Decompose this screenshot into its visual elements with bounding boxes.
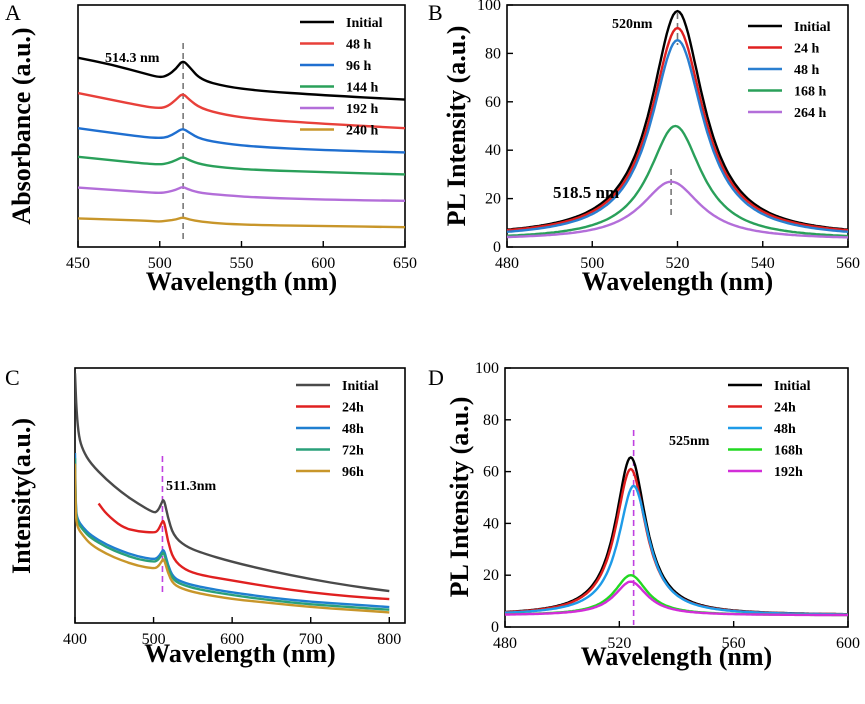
legend-label: 240 h (346, 124, 379, 139)
series-line-48h (75, 452, 390, 609)
legend-label: 24 h (794, 42, 820, 57)
legend-label: 168h (774, 444, 803, 459)
legend-label: 48 h (346, 38, 372, 53)
y-axis-label: PL Intensity (a.u.) (445, 397, 474, 598)
series-line-24h (97, 502, 390, 601)
series-line-240h (78, 216, 405, 229)
series-line-48h (507, 38, 848, 233)
y-tick-label: 0 (491, 619, 499, 636)
legend-label: 192h (774, 465, 803, 480)
x-tick-label: 560 (836, 255, 860, 272)
x-axis-label: Wavelength (nm) (144, 639, 335, 668)
y-tick-label: 60 (485, 94, 501, 111)
x-tick-label: 480 (495, 255, 519, 272)
x-tick-label: 600 (836, 635, 860, 652)
x-tick-label: 520 (666, 255, 690, 272)
panel-letter-c: C (5, 365, 20, 390)
panel-letter-d: D (428, 365, 444, 390)
y-tick-label: 40 (485, 142, 501, 159)
x-axis-label: Wavelength (nm) (581, 642, 772, 671)
x-tick-label: 500 (142, 631, 166, 648)
legend-label: Initial (794, 20, 831, 35)
series-line-initial (75, 373, 390, 593)
legend-label: Initial (774, 379, 811, 394)
y-tick-label: 20 (485, 191, 501, 208)
legend-label: 48 h (794, 63, 820, 78)
legend-label: 168 h (794, 85, 827, 100)
series-line-144h (78, 155, 405, 176)
y-axis-label: Intensity(a.u.) (7, 418, 36, 574)
y-tick-label: 100 (475, 360, 499, 377)
peak-annotation: 525nm (669, 434, 710, 449)
panel-d: 480 520 560 600 0 20 40 60 80 100 Wavelength (nm) P… (445, 360, 860, 671)
y-tick-label: 0 (493, 239, 501, 256)
y-axis-label: PL Intensity (a.u.) (442, 26, 471, 227)
y-tick-label: 60 (483, 464, 499, 481)
series-line-96h (78, 127, 405, 154)
x-tick-label: 500 (148, 255, 172, 272)
series-line-192h (505, 580, 848, 617)
panel-c: 400 500 600 700 800 Wavelength (nm) Intensity(… (7, 367, 406, 668)
series-line-192h (78, 186, 405, 202)
series-line-168h (507, 124, 848, 238)
panel-letter-a: A (5, 0, 21, 25)
series-line-48h (78, 91, 405, 130)
panel-b: 480 500 520 540 560 0 20 40 60 80 100 Wavelength (n… (442, 0, 860, 296)
plot-area (505, 430, 848, 625)
series-line-initial (507, 9, 848, 231)
x-tick-label: 500 (580, 255, 604, 272)
legend-label: 72h (342, 444, 364, 459)
legend-label: 144 h (346, 81, 379, 96)
x-axis-label: Wavelength (nm) (582, 267, 773, 296)
legend-label: 96h (342, 465, 364, 480)
legend-label: 192 h (346, 102, 379, 117)
plot-area (75, 373, 390, 614)
series-line-72h (75, 458, 390, 611)
x-tick-label: 560 (722, 635, 746, 652)
peak-annotation-2: 518.5 nm (553, 183, 619, 202)
x-axis-label: Wavelength (nm) (146, 267, 337, 296)
x-tick-label: 650 (393, 255, 417, 272)
peak-annotation: 520nm (612, 17, 653, 32)
y-tick-label: 80 (483, 412, 499, 429)
peak-annotation: 511.3nm (166, 479, 217, 494)
series-line-initial (505, 456, 848, 616)
plot-frame (504, 367, 849, 628)
x-tick-label: 800 (377, 631, 401, 648)
legend-label: 24h (342, 401, 364, 416)
series-line-48h (505, 484, 848, 616)
panel-letter-b: B (428, 0, 443, 25)
y-tick-label: 100 (477, 0, 501, 14)
series-line-264h (507, 180, 848, 239)
y-tick-label: 40 (483, 515, 499, 532)
x-tick-label: 700 (299, 631, 323, 648)
x-tick-label: 600 (311, 255, 335, 272)
legend-label: 48h (774, 422, 796, 437)
series-line-24h (507, 26, 848, 232)
legend-label: Initial (342, 379, 379, 394)
panel-a: 450 500 550 600 650 Wavelength (nm) Absorbance… (7, 4, 417, 296)
x-tick-label: 450 (66, 255, 90, 272)
legend-label: 48h (342, 422, 364, 437)
y-tick-label: 80 (485, 45, 501, 62)
plot-area (78, 43, 405, 241)
series-line-initial (78, 56, 405, 101)
x-tick-label: 600 (220, 631, 244, 648)
x-tick-label: 550 (230, 255, 254, 272)
series-line-96h (75, 463, 390, 614)
x-tick-label: 540 (751, 255, 775, 272)
x-tick-label: 480 (493, 635, 517, 652)
peak-annotation: 514.3 nm (105, 51, 160, 66)
legend-label: 264 h (794, 106, 827, 121)
legend-label: Initial (346, 16, 383, 31)
y-axis-label: Absorbance (a.u.) (7, 27, 36, 224)
x-tick-label: 520 (607, 635, 631, 652)
legend-label: 96 h (346, 59, 372, 74)
legend-label: 24h (774, 401, 796, 416)
plot-area (507, 9, 848, 239)
x-tick-label: 400 (63, 631, 87, 648)
y-tick-label: 20 (483, 567, 499, 584)
